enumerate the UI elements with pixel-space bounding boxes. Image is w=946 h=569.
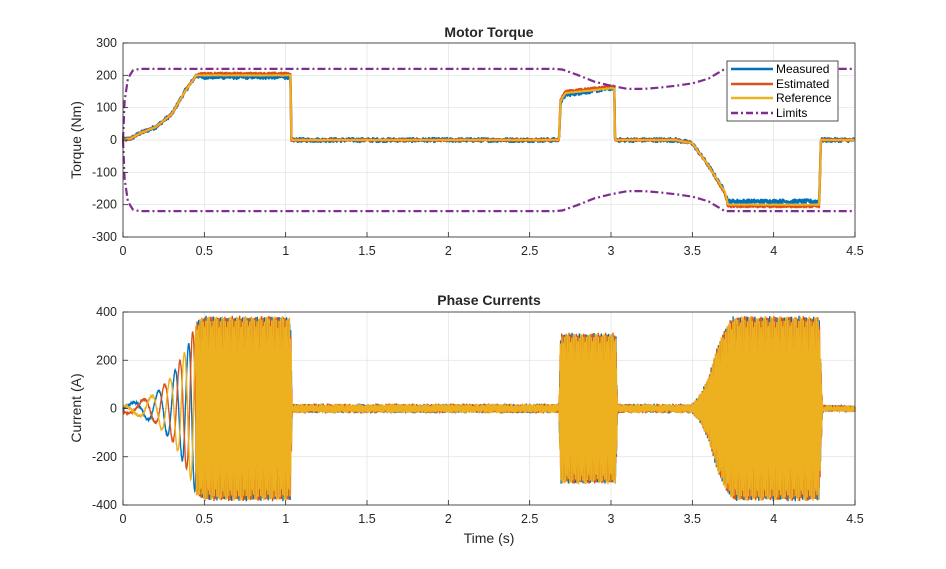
current-x-tick-label: 0.5 [196,512,213,526]
torque-y-tick-label: -300 [92,230,117,244]
torque-x-tick-label: 3.5 [684,244,701,258]
current-y-tick-label: 0 [110,402,117,416]
torque-x-tick-label: 4 [770,244,777,258]
torque-axes: 0 0.5 1 1.5 2 2.5 3 3.5 4 4.5 -300 -200 -100 0 100 200… [68,24,864,258]
limits-upper-line [121,67,855,141]
phase-c-current-line [122,315,856,502]
torque-y-tick-label: -100 [92,165,117,179]
torque-x-tick-label: 1 [282,244,289,258]
torque-y-axis-label: Torque (Nm) [68,101,84,179]
torque-series-group [121,67,856,213]
legend-label-estimated: Estimated [776,77,829,91]
current-x-tick-label: 4 [770,512,777,526]
torque-y-tick-label: -200 [92,198,117,212]
current-y-tick-label: -200 [92,450,117,464]
torque-x-tick-label: 2.5 [521,244,538,258]
torque-legend: Measured Estimated Reference Limits [726,60,839,122]
current-x-tick-label: 3.5 [684,512,701,526]
torque-x-tick-label: 0 [120,244,127,258]
legend-box [726,60,839,122]
current-y-tick-label: -400 [92,498,117,512]
current-axes: 0 0.5 1 1.5 2 2.5 3 3.5 4 4.5 -400 -200 0 200 400 Pha… [68,292,864,546]
torque-y-tick-label: 0 [110,133,117,147]
current-chart-title: Phase Currents [437,292,541,308]
torque-y-tick-label: 300 [96,36,117,50]
current-y-axis-label: Current (A) [68,373,84,442]
legend-label-reference: Reference [776,91,832,105]
series-measured-line [121,73,856,205]
torque-x-tick-label: 4.5 [846,244,863,258]
current-series-group [122,315,856,502]
torque-x-tick-label: 0.5 [196,244,213,258]
torque-chart-title: Motor Torque [444,24,533,40]
torque-x-tick-label: 2 [445,244,452,258]
current-x-tick-label: 3 [608,512,615,526]
torque-y-tick-label: 100 [96,101,117,115]
current-x-tick-label: 0 [120,512,127,526]
series-reference-line [122,74,856,206]
current-x-tick-label: 2 [445,512,452,526]
current-y-ticks: -400 -200 0 200 400 [92,305,128,512]
current-x-tick-label: 1 [282,512,289,526]
limits-lower-line [121,139,855,213]
torque-x-ticks: 0 0.5 1 1.5 2 2.5 3 3.5 4 4.5 [120,232,864,258]
legend-label-measured: Measured [776,62,829,76]
legend-label-limits: Limits [776,106,807,120]
current-x-ticks: 0 0.5 1 1.5 2 2.5 3 3.5 4 4.5 [120,500,864,526]
torque-x-tick-label: 1.5 [358,244,375,258]
torque-y-ticks: -300 -200 -100 0 100 200 300 [92,36,128,244]
current-x-tick-label: 1.5 [358,512,375,526]
current-x-axis-label: Time (s) [464,530,515,546]
torque-x-tick-label: 3 [608,244,615,258]
current-y-tick-label: 400 [96,305,117,319]
current-y-tick-label: 200 [96,353,117,367]
current-x-tick-label: 2.5 [521,512,538,526]
torque-y-tick-label: 200 [96,68,117,82]
current-x-tick-label: 4.5 [846,512,863,526]
